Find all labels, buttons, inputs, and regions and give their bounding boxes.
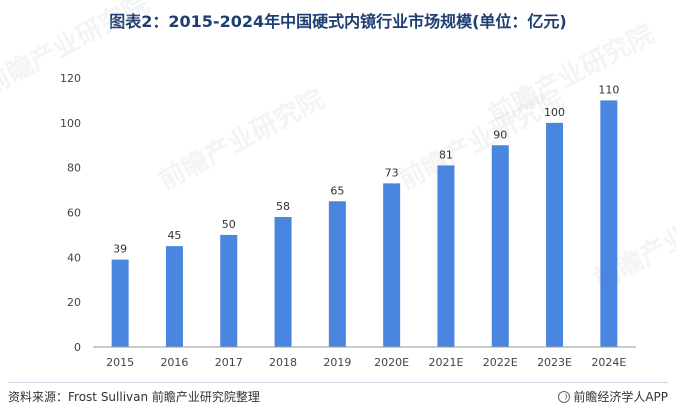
chart-title: 图表2：2015-2024年中国硬式内镜行业市场规模(单位：亿元): [109, 12, 567, 31]
bar-2021E: [437, 165, 455, 347]
bar-2020E: [383, 183, 401, 347]
data-label: 73: [385, 166, 399, 179]
data-label: 90: [493, 128, 507, 141]
y-tick-label: 60: [67, 207, 81, 220]
y-tick-label: 0: [74, 341, 81, 354]
y-axis: 0 20 40 60 80 100 120: [60, 72, 81, 354]
data-label: 100: [544, 106, 565, 119]
bar-2019: [328, 201, 346, 347]
footer: 资料来源：Frost Sullivan 前瞻产业研究院整理 前瞻经济学人APP: [8, 388, 668, 408]
qianzhan-logo-icon: [558, 390, 571, 403]
x-tick-label: 2024E: [591, 356, 626, 369]
y-tick-label: 40: [67, 251, 81, 264]
bar-2023E: [546, 122, 564, 347]
data-label: 65: [330, 184, 344, 197]
data-label: 39: [113, 243, 127, 256]
x-tick-label: 2021E: [428, 356, 463, 369]
x-tick-label: 2020E: [374, 356, 409, 369]
x-tick-label: 2018: [269, 356, 297, 369]
data-label: 45: [167, 229, 181, 242]
x-tick-label: 2016: [160, 356, 188, 369]
brand-label: 前瞻经济学人APP: [573, 390, 668, 404]
footer-divider: [8, 382, 668, 383]
x-tick-label: 2019: [323, 356, 351, 369]
data-label: 110: [598, 83, 619, 96]
data-label: 58: [276, 200, 290, 213]
source-note: 资料来源：Frost Sullivan 前瞻产业研究院整理: [8, 390, 260, 404]
x-axis: 2015 2016 2017 2018 2019 2020E 2021E 2022E 2023E…: [93, 346, 636, 369]
watermark-text: 前瞻产业研究院: [154, 83, 329, 196]
bar-2015: [111, 259, 129, 347]
bar-2024E: [600, 100, 618, 348]
y-tick-label: 80: [67, 162, 81, 175]
x-tick-label: 2015: [106, 356, 134, 369]
data-label: 50: [222, 218, 236, 231]
watermark-text: 前瞻产业研究院: [0, 0, 154, 101]
x-tick-label: 2023E: [537, 356, 572, 369]
data-label: 81: [439, 148, 453, 161]
bars: 39 45 50 58 65 73 81 90 100 110: [111, 83, 619, 348]
bar-2017: [220, 234, 238, 347]
y-tick-label: 20: [67, 296, 81, 309]
bar-2016: [165, 246, 183, 347]
brand: 前瞻经济学人APP: [558, 388, 668, 405]
x-tick-label: 2017: [215, 356, 243, 369]
x-tick-label: 2022E: [483, 356, 518, 369]
bar-2022E: [491, 145, 509, 347]
watermark-text: 前瞻产业研究院: [484, 18, 659, 131]
y-tick-label: 120: [60, 72, 81, 85]
y-tick-label: 100: [60, 117, 81, 130]
bar-2018: [274, 216, 292, 347]
